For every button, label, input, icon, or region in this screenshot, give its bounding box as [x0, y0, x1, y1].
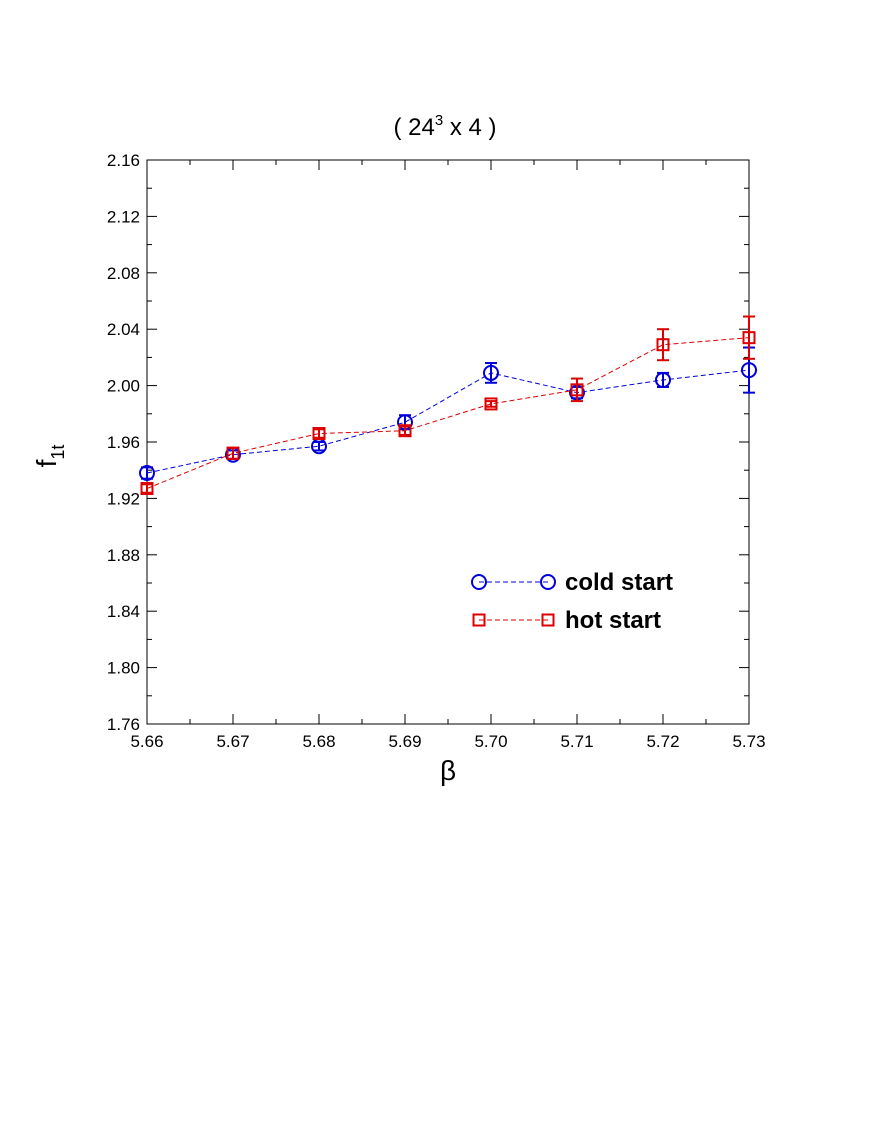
y-axis-label-main: f	[31, 459, 62, 467]
x-tick-label: 5.71	[560, 732, 593, 751]
y-axis-label: f1t	[31, 445, 68, 468]
cold-start-point	[139, 465, 155, 482]
hot-start-point	[226, 446, 240, 460]
x-tick-label: 5.73	[732, 732, 765, 751]
legend-label-hot-start: hot start	[565, 607, 661, 634]
title-suffix: x 4 )	[443, 114, 496, 141]
x-tick-label: 5.68	[302, 732, 335, 751]
x-tick-label: 5.70	[474, 732, 507, 751]
legend-marker-hot-start	[472, 613, 486, 627]
hot-start-error-bar	[571, 377, 583, 403]
legend-item-hot-start: hot start	[472, 607, 661, 634]
x-tick-label: 5.69	[388, 732, 421, 751]
axis-ticks	[146, 159, 750, 725]
svg-text:f1t: f1t	[31, 445, 68, 468]
hot-start-point	[140, 482, 154, 496]
plot-frame	[146, 159, 750, 725]
hot-start-point	[742, 331, 756, 345]
hot-start-point	[312, 427, 326, 441]
y-tick-label: 1.76	[107, 715, 140, 734]
svg-text:( 243 x 4 ): ( 243 x 4 )	[393, 112, 496, 141]
x-axis-label: β	[440, 755, 456, 786]
hot-start-point	[570, 383, 584, 397]
x-tick-label: 5.66	[130, 732, 163, 751]
cold-start-error-bar	[313, 441, 325, 452]
legend-marker-cold-start	[540, 574, 556, 590]
hot-start-point	[656, 338, 670, 352]
hot-start-error-bar	[141, 483, 153, 494]
y-tick-label: 1.96	[107, 433, 140, 452]
cold-start-line	[146, 369, 750, 474]
hot-start-error-bar	[743, 315, 755, 360]
legend-label-cold-start: cold start	[565, 569, 673, 596]
y-tick-label: 1.88	[107, 546, 140, 565]
title-superscript: 3	[435, 112, 443, 129]
cold-start-point	[741, 362, 757, 379]
y-tick-label: 2.04	[107, 320, 140, 339]
axis-tick-labels: 5.66 5.67 5.68 5.69 5.70 5.71 5.72 5.73 1.76 1.80…	[107, 151, 766, 751]
hot-start-error-bar	[399, 425, 411, 436]
x-tick-label: 5.67	[216, 732, 249, 751]
x-tick-label: 5.72	[646, 732, 679, 751]
cold-start-point	[655, 371, 671, 388]
hot-start-point	[484, 397, 498, 411]
y-axis-label-subscript: 1t	[48, 445, 68, 460]
series-layer	[139, 315, 757, 496]
hot-start-point	[398, 424, 412, 438]
series-cold-start	[139, 346, 757, 482]
y-tick-label: 2.08	[107, 264, 140, 283]
legend: cold start hot start	[471, 569, 673, 634]
y-tick-label: 2.16	[107, 151, 140, 170]
legend-marker-hot-start	[541, 613, 555, 627]
legend-marker-cold-start	[471, 574, 487, 590]
hot-start-error-bar	[313, 428, 325, 439]
legend-item-cold-start: cold start	[471, 569, 673, 596]
cold-start-error-bar	[141, 466, 153, 480]
y-tick-label: 2.12	[107, 207, 140, 226]
y-tick-label: 2.00	[107, 377, 140, 396]
cold-start-point	[483, 364, 499, 381]
hot-start-error-bar	[485, 400, 497, 408]
hot-start-error-bar	[657, 328, 669, 362]
y-tick-label: 1.80	[107, 659, 140, 678]
series-hot-start	[140, 315, 756, 496]
chart-title: ( 243 x 4 )	[393, 112, 496, 141]
hot-start-line	[146, 337, 750, 489]
title-prefix: ( 24	[393, 114, 434, 141]
y-tick-label: 1.84	[107, 602, 140, 621]
y-tick-label: 1.92	[107, 489, 140, 508]
